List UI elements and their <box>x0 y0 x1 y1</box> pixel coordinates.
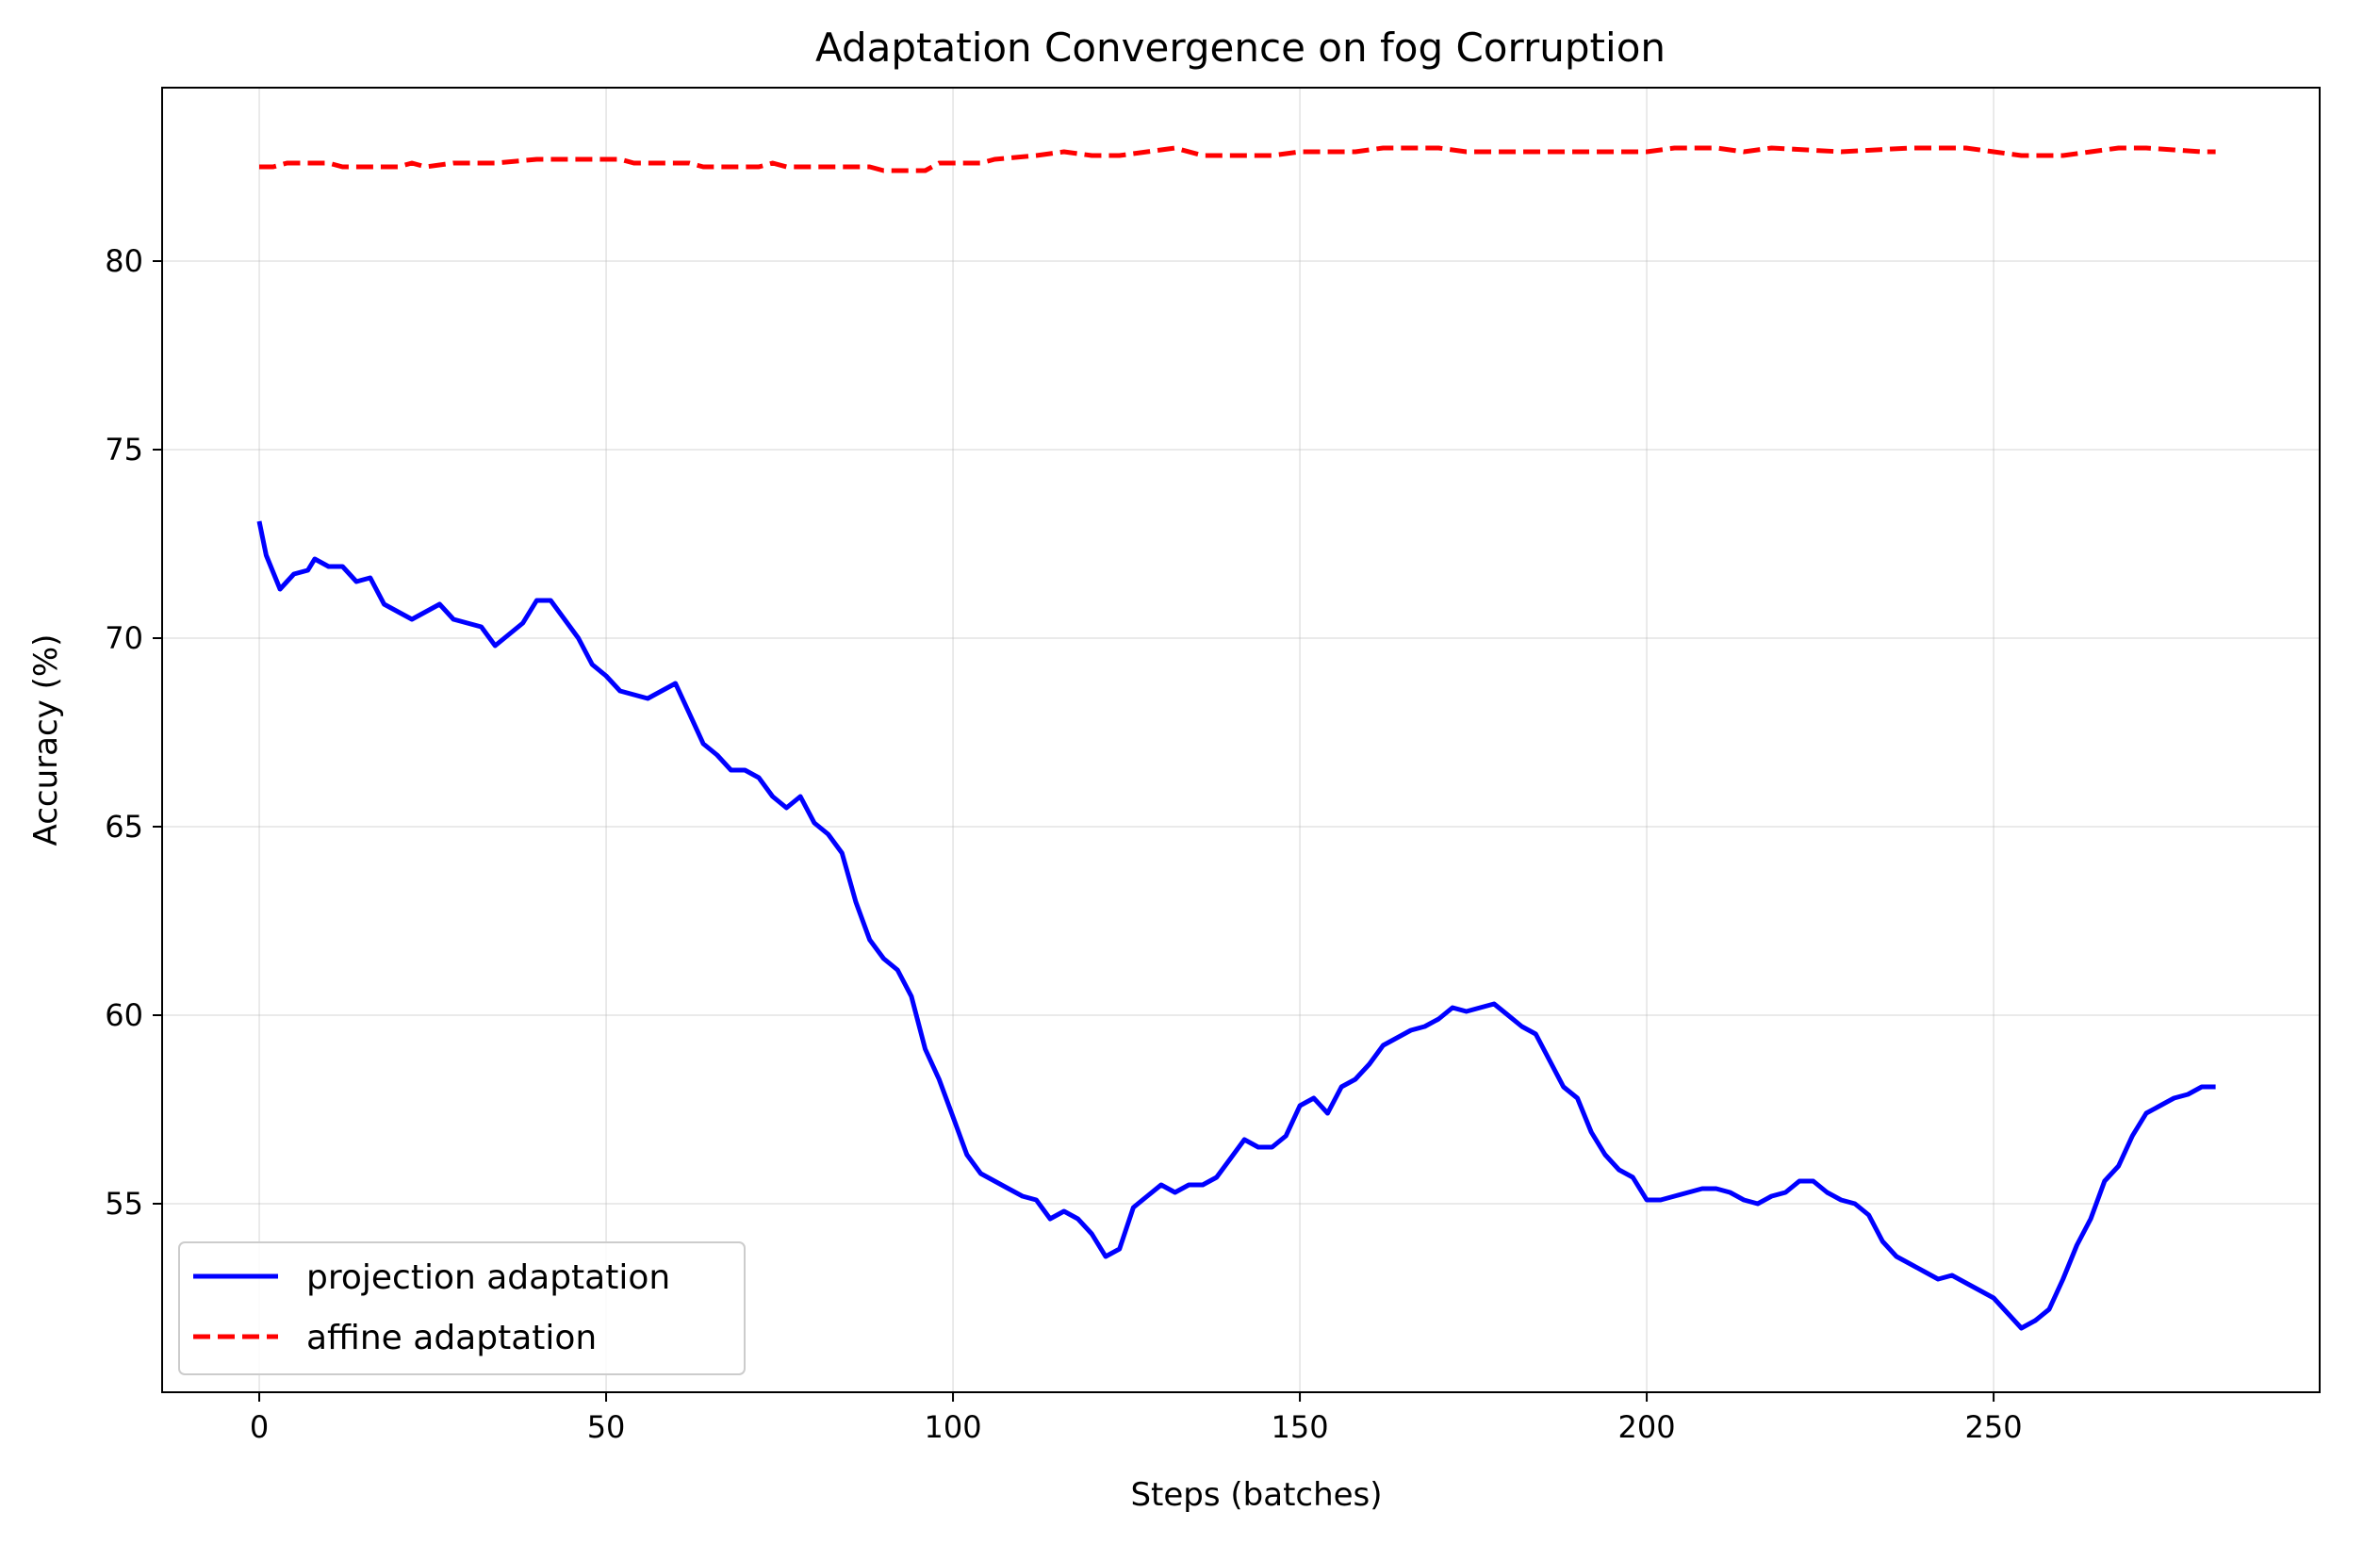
legend: projection adaptation affine adaptation <box>178 1241 746 1375</box>
chart-title: Adaptation Convergence on fog Corruption <box>815 25 1666 71</box>
legend-box <box>178 1241 746 1375</box>
series-line-affine <box>259 145 2216 173</box>
y-tick-label: 65 <box>105 809 143 845</box>
y-tick-label: 55 <box>105 1186 143 1222</box>
x-tick-label: 50 <box>587 1409 626 1445</box>
x-tick-label: 100 <box>925 1409 982 1445</box>
plot-area <box>256 145 2216 1331</box>
legend-label-affine: affine adaptation <box>306 1319 597 1357</box>
y-tick-label: 60 <box>105 997 143 1033</box>
x-tick-label: 0 <box>250 1409 269 1445</box>
y-tick-label: 80 <box>105 243 143 279</box>
series-line-projection <box>256 520 2216 1331</box>
axes-frame <box>161 87 2321 1393</box>
x-tick-label: 150 <box>1272 1409 1329 1445</box>
axis-ticks: 0 50 100 150 200 250 55 60 65 70 75 80 <box>105 243 2022 1445</box>
x-tick-label: 200 <box>1618 1409 1676 1445</box>
grid <box>162 88 2320 1392</box>
y-tick-label: 70 <box>105 620 143 656</box>
x-tick-label: 250 <box>1965 1409 2023 1445</box>
y-tick-label: 75 <box>105 432 143 468</box>
y-axis-label: Accuracy (%) <box>27 634 65 846</box>
legend-label-projection: projection adaptation <box>306 1258 670 1297</box>
x-axis-label: Steps (batches) <box>1130 1476 1382 1514</box>
